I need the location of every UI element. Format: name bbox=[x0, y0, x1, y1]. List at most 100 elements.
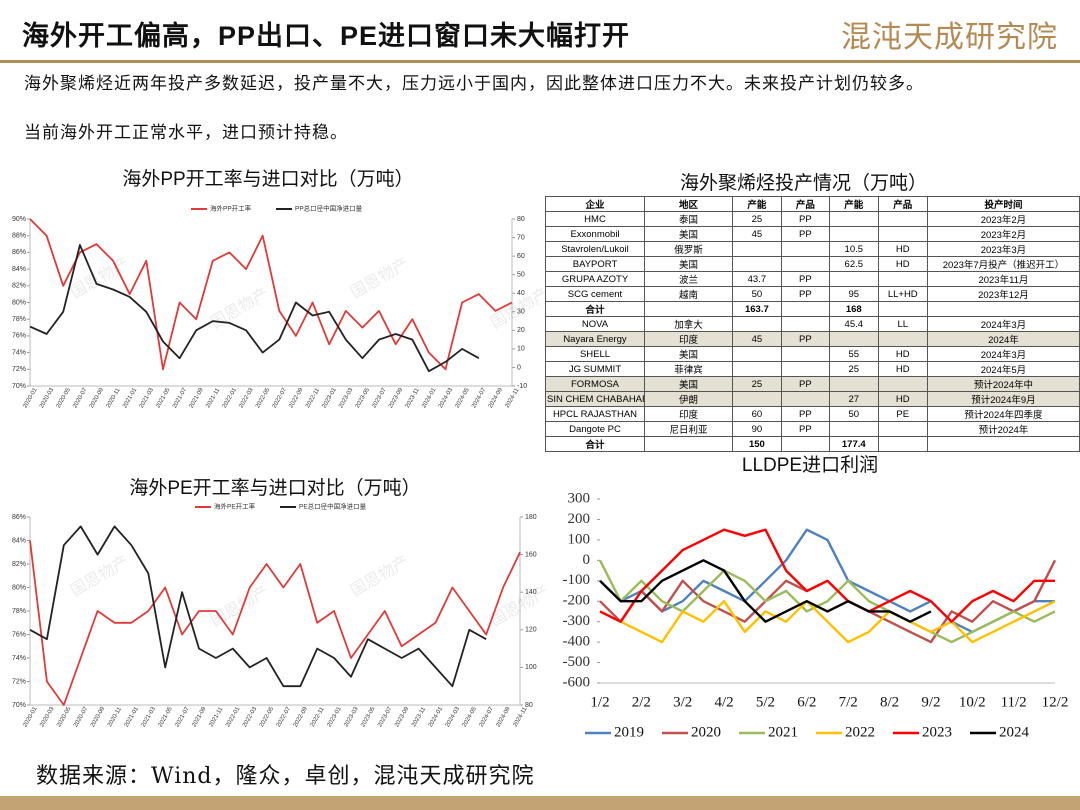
y2-tick-label: 60 bbox=[517, 253, 525, 260]
table-cell: HD bbox=[877, 391, 928, 407]
page-title: 海外开工偏高，PP出口、PE进口窗口未大幅打开 bbox=[22, 21, 631, 51]
line bbox=[29, 540, 521, 706]
legend-label: 2024 bbox=[999, 724, 1030, 740]
paragraph: 当前海外开工正常水平，进口预计持稳。 bbox=[24, 123, 348, 142]
table-title: 海外聚烯烃投产情况（万吨） bbox=[680, 173, 928, 194]
x-tick-label: 2024-09 bbox=[495, 706, 512, 729]
y-tick-label: 300 bbox=[568, 490, 591, 506]
x-tick-label: 2024-03 bbox=[438, 387, 455, 410]
x-tick-label: 8/2 bbox=[880, 694, 899, 710]
y2-tick-label: 160 bbox=[525, 551, 537, 558]
legend-label: 海外PE开工率 bbox=[214, 502, 256, 511]
legend-label: 2022 bbox=[845, 724, 875, 740]
y2-tick-label: 100 bbox=[525, 664, 537, 671]
x-tick-label: 12/2 bbox=[1042, 694, 1069, 710]
y-tick-label: -600 bbox=[563, 674, 591, 690]
x-tick-label: 2020-11 bbox=[106, 387, 122, 409]
table-cell bbox=[643, 436, 734, 452]
footer-bar bbox=[0, 796, 1080, 810]
y2-tick-label: 180 bbox=[525, 514, 537, 521]
table-row: FORMOSA 美国 25 PP 预计2024年中 bbox=[545, 376, 1080, 392]
x-tick-label: 2020-09 bbox=[89, 387, 106, 410]
x-tick-label: 3/2 bbox=[673, 694, 692, 710]
y-tick-label: 86% bbox=[12, 514, 26, 521]
x-tick-label: 2020-03 bbox=[39, 706, 56, 729]
x-tick-label: 2023-11 bbox=[405, 387, 421, 409]
y2-tick-label: 120 bbox=[525, 627, 537, 634]
table-cell: 27 bbox=[828, 391, 879, 407]
x-tick-label: 2024-01 bbox=[428, 706, 445, 729]
x-tick-label: 2020-01 bbox=[22, 387, 39, 410]
x-tick-label: 2020-07 bbox=[72, 387, 89, 410]
table-row: 合计 150 177.4 bbox=[545, 436, 1080, 452]
x-tick-label: 2020-09 bbox=[90, 706, 107, 729]
x-tick-label: 2022-03 bbox=[238, 387, 255, 410]
x-tick-label: 6/2 bbox=[797, 694, 816, 710]
x-tick-label: 2020-03 bbox=[39, 387, 56, 410]
x-tick-label: 2022-01 bbox=[222, 387, 239, 410]
y-tick-label: 90% bbox=[12, 216, 26, 223]
legend-label: 海外PP开工率 bbox=[210, 204, 252, 213]
x-tick-label: 2021-11 bbox=[208, 706, 224, 728]
table: 企业 地区 产能 产品 产能 产品 投产时间 HMC 泰国 25 PP 2023年2月 Exxonmob… bbox=[545, 196, 1080, 452]
y-tick-label: 80% bbox=[12, 299, 26, 306]
y-tick-label: -400 bbox=[563, 634, 591, 650]
y-tick-label: 0 bbox=[583, 552, 591, 568]
watermark: 国恩物产 bbox=[347, 255, 411, 303]
y2-tick-label: 50 bbox=[517, 272, 525, 279]
x-tick-label: 4/2 bbox=[715, 694, 734, 710]
line bbox=[599, 528, 1055, 623]
x-tick-label: 2024-05 bbox=[462, 706, 479, 729]
table-cell bbox=[828, 331, 879, 347]
x-tick-label: 2020-01 bbox=[22, 706, 39, 729]
x-tick-label: 2024-09 bbox=[488, 387, 505, 410]
y2-tick-label: 20 bbox=[517, 327, 525, 334]
x-tick-label: 2020-11 bbox=[107, 706, 123, 728]
table-cell: 150 bbox=[732, 436, 782, 452]
x-tick-label: 9/2 bbox=[921, 694, 940, 710]
watermark: 国恩物产 bbox=[207, 285, 271, 333]
x-tick-label: 7/2 bbox=[839, 694, 858, 710]
y-tick-label: 74% bbox=[12, 349, 26, 356]
legend-label: 2020 bbox=[691, 724, 721, 740]
x-tick-label: 2020-05 bbox=[56, 706, 73, 729]
y-tick-label: 76% bbox=[12, 333, 26, 340]
y-tick-label: -100 bbox=[563, 572, 591, 588]
x-tick-label: 2022-05 bbox=[259, 706, 276, 729]
table-cell: 美国 bbox=[643, 376, 734, 392]
watermark: 国恩物产 bbox=[207, 583, 271, 631]
x-tick-label: 2022-11 bbox=[305, 387, 321, 409]
y-tick-label: 82% bbox=[12, 561, 26, 568]
legend-label: 2021 bbox=[768, 724, 798, 740]
x-tick-label: 2022-11 bbox=[310, 706, 326, 728]
y2-tick-label: 10 bbox=[517, 346, 525, 353]
x-tick-label: 2022-07 bbox=[272, 387, 289, 410]
table-cell: Nayara Energy bbox=[545, 331, 645, 347]
y-tick-label: 72% bbox=[12, 366, 26, 373]
x-tick-label: 11/2 bbox=[1001, 694, 1027, 710]
line bbox=[29, 218, 513, 371]
y-tick-label: 86% bbox=[12, 249, 26, 256]
source-note: 数据来源：Wind，隆众，卓创，混沌天成研究院 bbox=[36, 764, 535, 789]
x-tick-label: 1/2 bbox=[590, 694, 609, 710]
x-tick-label: 2021-09 bbox=[189, 387, 206, 410]
y2-tick-label: 0 bbox=[517, 364, 521, 371]
x-tick-label: 2024-07 bbox=[471, 387, 488, 410]
legend-label: PP总口径中国净进口量 bbox=[295, 204, 363, 213]
x-tick-label: 2023-03 bbox=[338, 387, 355, 410]
x-tick-label: 2021-03 bbox=[139, 387, 156, 410]
y-tick-label: -200 bbox=[563, 593, 591, 609]
x-tick-label: 2022-03 bbox=[242, 706, 259, 729]
y-tick-label: 82% bbox=[12, 283, 26, 290]
y-tick-label: 70% bbox=[12, 702, 26, 709]
y-tick-label: 100 bbox=[568, 531, 591, 547]
watermark: 国恩物产 bbox=[347, 553, 411, 601]
x-tick-label: 2022-07 bbox=[276, 706, 293, 729]
x-tick-label: 2023-05 bbox=[360, 706, 377, 729]
x-tick-label: 2023-01 bbox=[322, 387, 339, 410]
paragraph: 海外聚烯烃近两年投产多数延迟，投产量不大，压力远小于国内，因此整体进口压力不大。… bbox=[24, 74, 924, 93]
x-tick-label: 2022-09 bbox=[293, 706, 310, 729]
x-tick-label: 2022-05 bbox=[255, 387, 272, 410]
x-tick-label: 2020-07 bbox=[73, 706, 90, 729]
